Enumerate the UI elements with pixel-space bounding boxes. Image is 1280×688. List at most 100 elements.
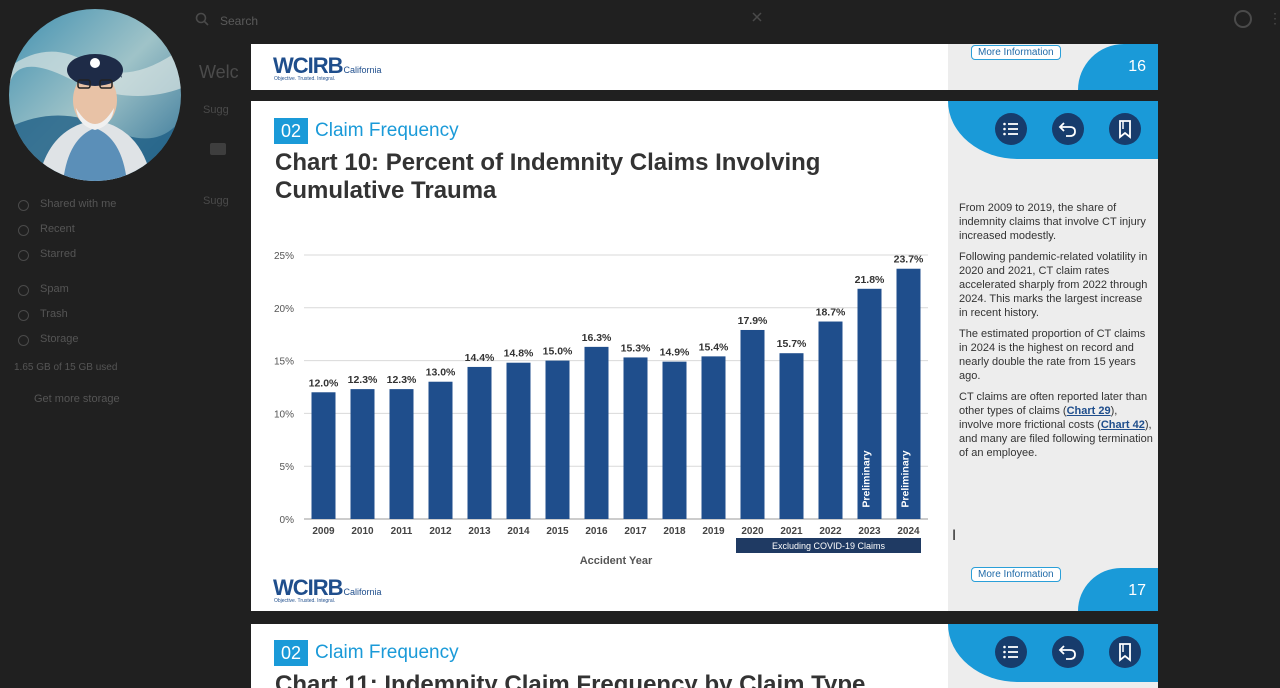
x-tick-label: 2018 [663,526,686,537]
search-placeholder: Search [220,14,259,28]
search-bar[interactable]: Search [195,12,762,30]
more-information-button[interactable]: More Information [971,45,1061,60]
y-tick-label: 25% [274,251,294,262]
section-number: 02 [274,118,308,144]
bar-2010 [350,389,375,519]
webcam-video [9,9,181,181]
suggested-section-label: Sugg [203,104,229,116]
bar-2019 [701,356,726,519]
y-tick-label: 0% [280,515,295,526]
chart-42-link[interactable]: Chart 42 [1100,419,1145,431]
sidebar-item-recent[interactable]: Recent [14,217,164,242]
slide-page-18: 02 Claim Frequency Chart 11: Indemnity C… [251,624,1158,688]
search-icon [195,12,209,26]
y-tick-label: 10% [274,409,294,420]
bar-chart: 0% 5% 10% 15% 20% 25% 12.0% 2009 12.3% 2010 12.3% 2… [274,251,928,567]
get-more-storage-button[interactable]: Get more storage [34,393,120,405]
data-label-2021: 15.7% [777,338,807,350]
chart-29-link[interactable]: Chart 29 [1066,405,1111,417]
back-icon [1058,645,1076,660]
section-number: 02 [274,640,308,666]
contents-button[interactable] [995,113,1027,145]
storage-usage: 1.65 GB of 15 GB used [14,362,118,373]
bar-2015 [545,360,570,519]
slide-page-17: 02 Claim Frequency Chart 10: Percent of … [251,101,1158,611]
bar-2024 [896,268,921,519]
list-icon [1003,122,1018,136]
data-label-2011: 12.3% [387,374,417,386]
back-button[interactable] [1052,113,1084,145]
settings-icon[interactable] [1234,10,1252,28]
bar-2017 [623,357,648,519]
x-tick-label: 2011 [391,526,413,537]
x-tick-label: 2021 [780,526,803,537]
more-information-button[interactable]: More Information [971,567,1061,582]
covid-exclusion-label: Excluding COVID-19 Claims [772,541,886,551]
slide-page-16: WCIRB California Objective. Trusted. Inte… [251,44,1158,90]
slide-nav-band [948,624,1158,682]
y-tick-label: 5% [280,462,295,473]
commentary-p3: The estimated proportion of CT claims in… [959,328,1146,382]
preliminary-label-2023: Preliminary [861,450,873,507]
bookmark-icon [1119,120,1131,139]
bookmark-button[interactable] [1109,113,1141,145]
sidebar-item-trash[interactable]: Trash [14,302,164,327]
bookmark-button[interactable] [1109,636,1141,668]
data-label-2023: 21.8% [855,274,885,286]
sidebar-item-spam[interactable]: Spam [14,277,164,302]
section-title: Claim Frequency [315,120,459,141]
wcirb-logo: WCIRB California Objective. Trusted. Inte… [273,53,382,83]
data-label-2014: 14.8% [504,348,534,360]
x-axis-label: Accident Year [580,555,653,567]
page-number: 17 [1128,582,1146,599]
x-tick-label: 2022 [819,526,842,537]
data-label-2024: 23.7% [894,254,924,266]
data-label-2019: 15.4% [699,341,729,353]
bookmark-icon [1119,643,1131,662]
suggested-files-label: Sugg [203,195,229,207]
chart-title: Chart 10: Percent of Indemnity Claims In… [275,149,821,204]
apps-icon[interactable]: ⋮ [1268,10,1280,26]
bar-2013 [467,366,492,519]
preliminary-label-2024: Preliminary [900,450,912,507]
x-tick-label: 2009 [312,526,335,537]
x-tick-label: 2023 [858,526,881,537]
x-tick-label: 2010 [351,526,374,537]
bar-2018 [662,361,687,519]
data-label-2013: 14.4% [465,352,495,364]
back-icon [1058,122,1076,137]
data-label-2020: 17.9% [738,315,768,327]
bar-2020 [740,329,765,519]
sidebar-item-starred[interactable]: Starred [14,242,164,267]
data-label-2022: 18.7% [816,307,846,319]
wcirb-logo: WCIRB California Objective. Trusted. Inte… [273,575,382,605]
sidebar-item-storage[interactable]: Storage [14,327,164,352]
data-label-2015: 15.0% [543,346,573,358]
bar-2009 [311,392,336,519]
bar-2011 [389,389,414,519]
list-icon [1003,645,1018,659]
x-tick-label: 2024 [897,526,920,537]
sidebar-item-shared[interactable]: Shared with me [14,192,164,217]
folder-icon [210,143,226,155]
close-icon[interactable] [752,12,762,22]
text-cursor: I [952,528,957,544]
section-header: 02 Claim Frequency [274,118,459,144]
data-label-2018: 14.9% [660,347,690,359]
back-button[interactable] [1052,636,1084,668]
chart-title: Chart 11: Indemnity Claim Frequency by C… [275,671,866,688]
page-number: 16 [1128,58,1146,75]
x-tick-label: 2019 [702,526,725,537]
contents-button[interactable] [995,636,1027,668]
data-label-2010: 12.3% [348,374,378,386]
x-tick-label: 2012 [429,526,452,537]
bar-2021 [779,353,804,519]
data-label-2012: 13.0% [426,367,456,379]
x-tick-label: 2016 [585,526,608,537]
data-label-2009: 12.0% [309,377,339,389]
commentary-p1: From 2009 to 2019, the share of indemnit… [959,202,1146,242]
slide-nav-band [948,101,1158,159]
commentary-p4: CT claims are often reported later than … [959,391,1153,459]
welcome-heading: Welc [199,62,239,82]
slide-side-panel [948,101,1158,611]
